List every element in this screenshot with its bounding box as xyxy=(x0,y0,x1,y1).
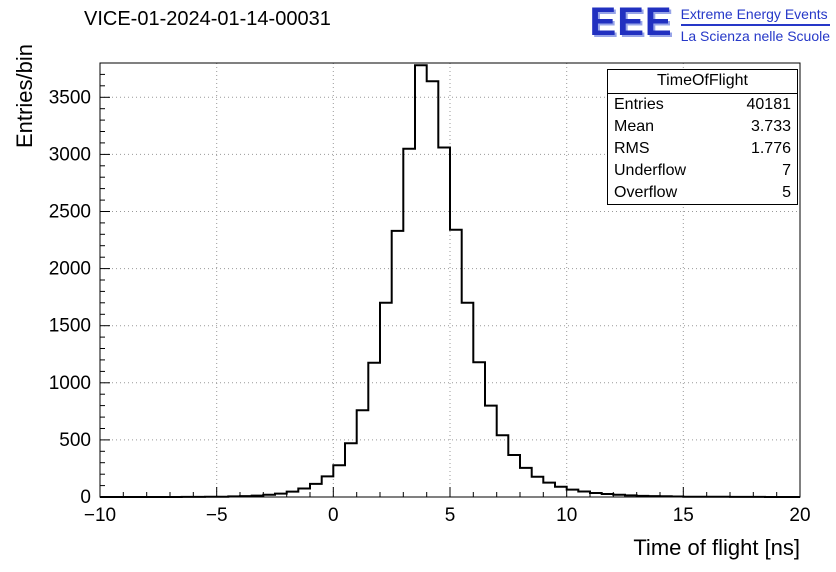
y-tick-label: 500 xyxy=(59,430,91,451)
stats-value: 7 xyxy=(782,162,791,179)
x-tick-label: 5 xyxy=(445,505,456,526)
x-tick-label: −5 xyxy=(206,505,228,526)
y-tick-label: 2500 xyxy=(49,202,91,223)
x-tick-label: 20 xyxy=(789,505,810,526)
x-tick-label: 15 xyxy=(673,505,694,526)
axis-ticks xyxy=(99,62,801,498)
gridlines xyxy=(100,63,800,497)
x-tick-label: 0 xyxy=(328,505,339,526)
stats-label: Entries xyxy=(614,96,664,113)
x-tick-label: −10 xyxy=(84,505,116,526)
stats-label: Mean xyxy=(614,118,655,135)
stats-label: Overflow xyxy=(614,184,678,201)
stats-row-underflow: Underflow 7 xyxy=(608,160,797,182)
y-tick-label: 1000 xyxy=(49,373,91,394)
stats-value: 5 xyxy=(782,184,791,201)
plot-frame xyxy=(99,62,801,498)
y-axis-title: Entries/bin xyxy=(12,44,37,148)
y-tick-label: 3500 xyxy=(49,87,91,108)
eee-logo-acronym: EEE xyxy=(589,0,673,44)
stats-row-overflow: Overflow 5 xyxy=(608,182,797,204)
stats-value: 1.776 xyxy=(750,140,791,157)
eee-logo-line2: La Scienza nelle Scuole xyxy=(680,28,830,44)
plot-title: VICE-01-2024-01-14-00031 xyxy=(84,8,331,30)
stats-row-mean: Mean 3.733 xyxy=(608,116,797,138)
stats-row-rms: RMS 1.776 xyxy=(608,138,797,160)
y-tick-label: 1500 xyxy=(49,316,91,337)
stats-row-entries: Entries 40181 xyxy=(608,94,797,116)
eee-logo: EEE Extreme Energy Events La Scienza nel… xyxy=(590,2,830,45)
stats-value: 3.733 xyxy=(750,118,791,135)
stats-box: TimeOfFlight Entries 40181 Mean 3.733 RM… xyxy=(607,69,798,205)
y-tick-label: 3000 xyxy=(49,144,91,165)
y-tick-label: 2000 xyxy=(49,259,91,280)
stats-label: Underflow xyxy=(614,162,687,179)
x-axis-title: Time of flight [ns] xyxy=(633,535,800,560)
x-tick-labels: −10 −5 0 5 10 15 20 xyxy=(84,505,811,526)
y-tick-label: 0 xyxy=(80,487,91,508)
y-tick-labels: 0 500 1000 1500 2000 2500 3000 3500 xyxy=(49,87,91,508)
eee-logo-line1: Extreme Energy Events xyxy=(680,5,830,26)
stats-label: RMS xyxy=(614,140,650,157)
histogram-line xyxy=(100,64,800,498)
stats-box-title: TimeOfFlight xyxy=(608,70,797,94)
stats-value: 40181 xyxy=(746,96,792,113)
x-tick-label: 10 xyxy=(556,505,577,526)
eee-logo-text: Extreme Energy Events La Scienza nelle S… xyxy=(680,2,830,45)
